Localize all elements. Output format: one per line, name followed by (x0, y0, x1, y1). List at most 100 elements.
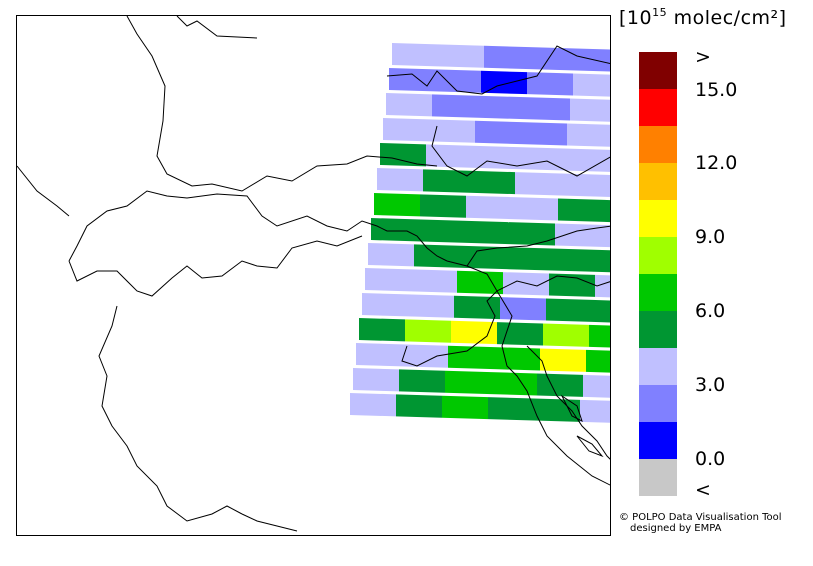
colorbar-swatch (639, 126, 677, 163)
colorbar-swatch (639, 52, 677, 89)
border-france-germany (126, 16, 438, 192)
satellite-pixel (500, 297, 546, 321)
satellite-pixel (592, 299, 610, 323)
satellite-pixel (408, 294, 454, 318)
satellite-pixel (558, 198, 604, 222)
satellite-pixel (396, 394, 442, 418)
satellite-pixel (426, 144, 472, 168)
satellite-pixel (555, 223, 601, 247)
satellite-pixel (448, 345, 494, 370)
credit-line-2: designed by EMPA (630, 523, 722, 534)
satellite-pixel (435, 69, 481, 93)
satellite-pixel (368, 243, 414, 267)
satellite-pixel (543, 323, 589, 347)
satellite-pixel (521, 122, 567, 146)
satellite-pixel (399, 369, 445, 393)
satellite-pixel (362, 293, 408, 317)
satellite-pixel (530, 47, 576, 71)
border-switzerland (68, 190, 448, 262)
satellite-pixel (586, 349, 610, 373)
satellite-pixel (537, 373, 583, 397)
satellite-pixel (411, 269, 457, 293)
satellite-pixel (350, 393, 396, 417)
unit-exponent: 15 (652, 6, 668, 19)
satellite-pixel (580, 399, 610, 423)
satellite-pixel (512, 197, 558, 221)
country-borders (17, 16, 610, 532)
satellite-pixel (583, 374, 610, 398)
credit-text: © POLPO Data Visualisation Tool designed… (619, 512, 782, 534)
satellite-pixel (515, 172, 561, 196)
satellite-pixel-grid (350, 43, 611, 423)
satellite-pixel (494, 347, 540, 371)
satellite-pixel (442, 395, 488, 420)
satellite-pixel (478, 95, 524, 120)
satellite-pixel (469, 170, 515, 195)
satellite-pixel (540, 348, 586, 372)
colorbar-swatch (639, 89, 677, 126)
unit-base: [10 (619, 7, 653, 29)
credit-line-1: © POLPO Data Visualisation Tool (619, 512, 782, 523)
border-italy-slovenia (466, 265, 610, 292)
satellite-pixel (524, 97, 570, 121)
satellite-pixel (380, 143, 426, 167)
border-france-italy (98, 305, 243, 522)
satellite-pixel (573, 73, 610, 97)
satellite-pixel (353, 368, 399, 392)
border-switzerland-italy (68, 235, 363, 297)
colorbar-swatch (639, 459, 677, 496)
satellite-pixel (601, 224, 610, 248)
satellite-pixel (518, 147, 564, 171)
island-1 (560, 394, 583, 422)
satellite-map (17, 16, 611, 532)
satellite-pixel (484, 45, 530, 70)
map-panel[interactable] (16, 15, 611, 536)
satellite-pixel (552, 248, 598, 272)
border-germany-north (176, 16, 258, 39)
satellite-pixel (438, 44, 484, 68)
satellite-pixel (607, 174, 610, 197)
border-austria-inner (431, 125, 610, 177)
colorbar-swatch (639, 200, 677, 237)
island-2 (576, 435, 604, 458)
border-germany-austria (386, 45, 610, 95)
satellite-pixel (371, 218, 417, 242)
satellite-pixel (356, 343, 402, 367)
border-austria-italy (446, 225, 610, 267)
unit-rest: molec/cm²] (667, 7, 787, 29)
satellite-pixel (546, 298, 592, 322)
colorbar-tick-3: 3.0 (695, 374, 726, 396)
satellite-pixel (420, 194, 466, 218)
satellite-pixel (509, 222, 555, 246)
satellite-pixel (392, 43, 438, 67)
colorbar-swatch (639, 163, 677, 200)
satellite-pixel (386, 93, 432, 117)
satellite-pixel (374, 193, 420, 217)
colorbar (639, 52, 677, 496)
satellite-pixel (561, 173, 607, 197)
satellite-pixel (506, 247, 552, 271)
satellite-pixel (445, 370, 491, 395)
coast-italy (401, 290, 610, 486)
satellite-pixel (567, 123, 610, 147)
coast-italy-west (241, 513, 298, 532)
satellite-pixel (457, 270, 503, 295)
satellite-pixel (595, 274, 610, 298)
coast-croatia (526, 345, 610, 460)
satellite-pixel (451, 320, 497, 345)
colorbar-tick-0: 0.0 (695, 448, 726, 470)
satellite-pixel (610, 150, 611, 173)
colorbar-tick-12: 12.0 (695, 152, 738, 174)
satellite-pixel (463, 220, 509, 245)
satellite-pixel (454, 295, 500, 320)
satellite-pixel (491, 372, 537, 396)
satellite-pixel (497, 322, 543, 346)
satellite-pixel (534, 398, 580, 422)
colorbar-tick-15: 15.0 (695, 79, 738, 101)
satellite-pixel (549, 273, 595, 297)
satellite-pixel (432, 94, 478, 118)
satellite-pixel (488, 397, 534, 421)
satellite-pixel (598, 249, 610, 273)
satellite-pixel (402, 344, 448, 368)
satellite-pixel (389, 68, 435, 92)
